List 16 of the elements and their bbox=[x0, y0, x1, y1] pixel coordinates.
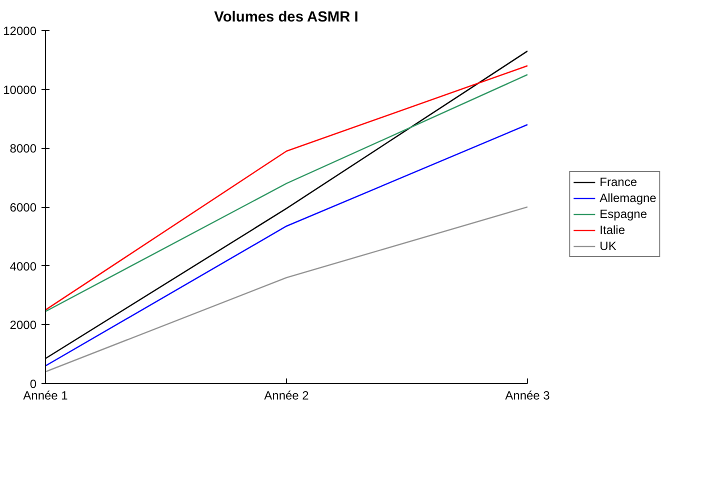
y-tick-label: 2000 bbox=[10, 318, 37, 332]
y-tick-label: 6000 bbox=[10, 200, 37, 214]
x-tick-label: Année 2 bbox=[264, 388, 310, 402]
chart-title: Volumes des ASMR I bbox=[214, 10, 358, 26]
y-tick-label: 0 bbox=[30, 377, 37, 391]
y-tick-label: 4000 bbox=[10, 259, 37, 274]
y-tick-label: 12000 bbox=[3, 24, 37, 38]
legend-label: Italie bbox=[600, 223, 626, 237]
x-tick-label: Année 3 bbox=[505, 388, 550, 402]
x-tick-label: Année 1 bbox=[23, 388, 68, 402]
y-tick-label: 8000 bbox=[10, 142, 37, 156]
legend-label: UK bbox=[600, 239, 618, 253]
y-tick-label: 10000 bbox=[3, 82, 37, 97]
legend-label: Espagne bbox=[600, 207, 648, 221]
legend-label: Allemagne bbox=[600, 191, 656, 205]
legend-label: France bbox=[600, 175, 638, 189]
